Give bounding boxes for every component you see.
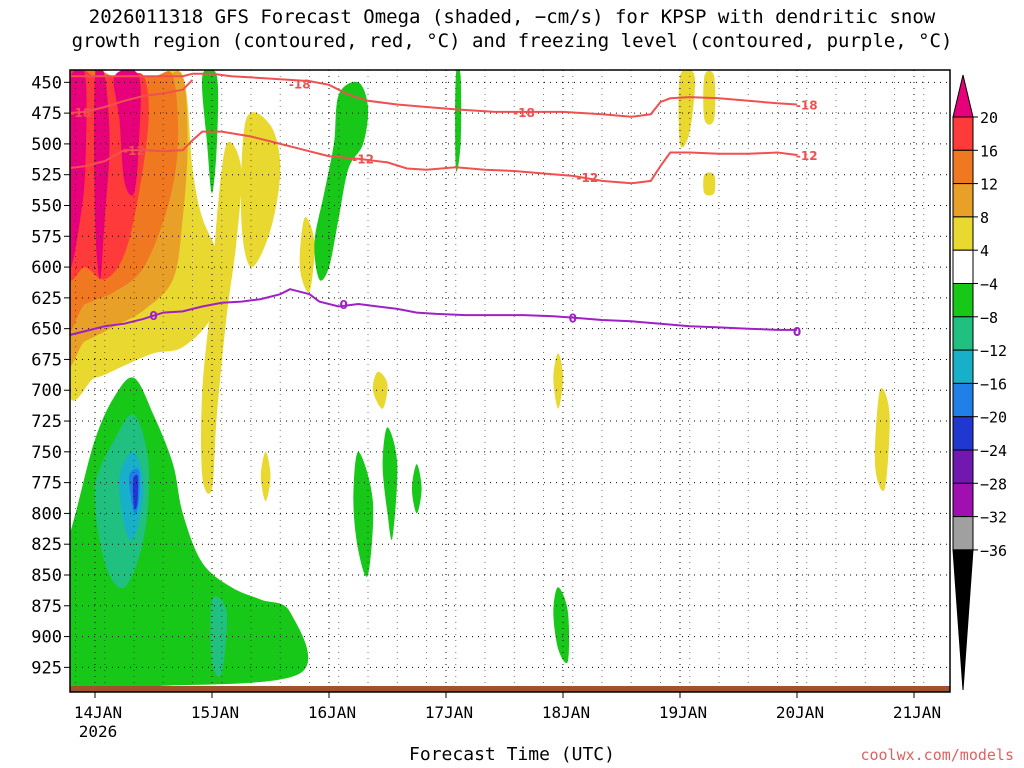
omega-region-4-6 xyxy=(703,172,716,196)
colorbar-segment-10 xyxy=(952,416,974,451)
y-tick-label-625: 625 xyxy=(31,289,62,309)
colorbar-label-13: −36 xyxy=(980,542,1007,560)
x-tick-label-20JAN: 20JAN xyxy=(776,703,824,722)
contour-0C xyxy=(70,288,797,336)
colorbar-label-6: −8 xyxy=(980,309,998,327)
omega-region-4-2 xyxy=(240,112,281,268)
y-tick-label-825: 825 xyxy=(31,535,62,555)
plot-frame xyxy=(69,69,951,693)
contour--18C-left xyxy=(70,79,194,114)
ground-surface xyxy=(70,686,950,692)
x-axis-title: Forecast Time (UTC) xyxy=(409,744,615,765)
y-tick-label-725: 725 xyxy=(31,412,62,432)
colorbar-top-arrow xyxy=(952,74,974,118)
colorbar-label-2: 12 xyxy=(980,176,998,194)
contour-label-0C-1: 0 xyxy=(339,298,347,312)
colorbar-segment-3 xyxy=(952,183,974,218)
colorbar-segment-12 xyxy=(952,482,974,518)
contour-label--12C-1: -12 xyxy=(352,153,374,167)
y-tick-label-600: 600 xyxy=(31,258,62,278)
omega-region--4-20 xyxy=(455,70,462,172)
colorbar-segment-6 xyxy=(952,283,974,318)
colorbar-label-8: −16 xyxy=(980,375,1007,393)
colorbar-label-7: −12 xyxy=(980,342,1007,360)
colorbar-segment-2 xyxy=(952,149,974,185)
colorbar-label-9: −20 xyxy=(980,409,1007,427)
x-tick-label-15JAN: 15JAN xyxy=(191,703,239,722)
y-tick-label-475: 475 xyxy=(31,104,62,124)
colorbar-segment-11 xyxy=(952,449,974,484)
colorbar-segment-13 xyxy=(952,516,974,551)
omega-region-4-8 xyxy=(553,353,563,409)
omega-region-4-7 xyxy=(372,371,388,409)
y-tick-label-900: 900 xyxy=(31,628,62,648)
y-tick-label-775: 775 xyxy=(31,474,62,494)
y-tick-label-750: 750 xyxy=(31,443,62,463)
omega-region--24-29 xyxy=(132,474,139,510)
omega-region--8-26 xyxy=(210,596,228,677)
contour-label--12C-2: -12 xyxy=(577,171,599,185)
x-tick-label-14JAN: 14JAN xyxy=(74,703,122,722)
omega-region--4-21 xyxy=(382,427,398,540)
contour--18C xyxy=(70,72,798,118)
source-credit: coolwx.com/models xyxy=(860,746,1014,764)
omega-region--4-24 xyxy=(553,587,570,664)
y-tick-label-925: 925 xyxy=(31,658,62,678)
x-tick-label-18JAN: 18JAN xyxy=(542,703,590,722)
chart-title-line1: 2026011318 GFS Forecast Omega (shaded, −… xyxy=(88,6,936,28)
colorbar-label-11: −28 xyxy=(980,475,1007,493)
colorbar-segment-1 xyxy=(952,116,974,151)
omega-region-4-10 xyxy=(260,451,271,502)
y-tick-label-875: 875 xyxy=(31,597,62,617)
colorbar-segment-9 xyxy=(952,382,974,418)
omega-region-20-14 xyxy=(70,70,87,268)
omega-region-4-9 xyxy=(874,388,890,491)
y-tick-label-575: 575 xyxy=(31,227,62,247)
colorbar-label-12: −32 xyxy=(980,509,1007,527)
omega-region--4-19 xyxy=(314,81,369,281)
contour-label--12C-3: -12 xyxy=(796,149,818,163)
y-tick-label-700: 700 xyxy=(31,381,62,401)
x-tick-label-16JAN: 16JAN xyxy=(308,703,356,722)
colorbar-label-4: 4 xyxy=(980,242,989,260)
colorbar-label-5: −4 xyxy=(980,276,998,294)
y-tick-label-675: 675 xyxy=(31,350,62,370)
y-tick-label-650: 650 xyxy=(31,320,62,340)
chart-title-line2: growth region (contoured, red, °C) and f… xyxy=(71,30,953,52)
y-tick-label-450: 450 xyxy=(31,73,62,93)
y-tick-label-800: 800 xyxy=(31,504,62,524)
contour-label-0C-2: 0 xyxy=(569,312,577,326)
y-tick-label-550: 550 xyxy=(31,196,62,216)
colorbar-segment-7 xyxy=(952,316,974,351)
contour-label-0C-3: 0 xyxy=(793,325,801,339)
colorbar-bottom-arrow xyxy=(952,549,974,691)
contour-label--12C-0: -12 xyxy=(123,144,145,158)
omega-region-4-1 xyxy=(201,141,242,494)
contour-label--18C-1: -18 xyxy=(513,106,535,120)
colorbar-label-10: −24 xyxy=(980,442,1007,460)
colorbar-segment-4 xyxy=(952,216,974,251)
omega-region-20-15 xyxy=(94,70,110,280)
y-tick-label-525: 525 xyxy=(31,166,62,186)
contour-label--18C-2: -18 xyxy=(796,98,818,112)
x-tick-label-17JAN: 17JAN xyxy=(425,703,473,722)
contour-label--18C-left-0: -18 xyxy=(70,106,92,120)
colorbar-segment-8 xyxy=(952,349,974,384)
x-tick-label-21JAN: 21JAN xyxy=(893,703,941,722)
x-tick-label-19JAN: 19JAN xyxy=(659,703,707,722)
colorbar-segment-5 xyxy=(952,249,974,284)
omega-region-4-4 xyxy=(678,70,695,148)
colorbar-label-0: 20 xyxy=(980,109,998,127)
y-tick-label-500: 500 xyxy=(31,135,62,155)
contour--12C xyxy=(70,130,798,185)
y-tick-label-850: 850 xyxy=(31,566,62,586)
omega-region--4-22 xyxy=(411,464,422,514)
contour-label-0C-0: 0 xyxy=(149,309,157,323)
colorbar-label-3: 8 xyxy=(980,209,989,227)
colorbar-label-1: 16 xyxy=(980,142,998,160)
contour-label--18C-0: -18 xyxy=(289,78,311,92)
x-tick-sublabel: 2026 xyxy=(79,722,118,741)
